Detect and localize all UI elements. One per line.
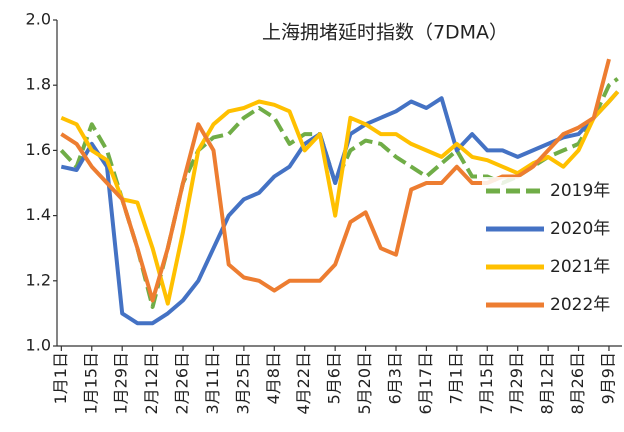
x-tick-label: 8月26日 <box>568 352 587 415</box>
x-tick-label: 2月26日 <box>173 352 192 415</box>
series-line <box>60 58 611 303</box>
x-tick-label: 5月6日 <box>325 352 344 404</box>
x-tick-label: 7月29日 <box>507 352 526 415</box>
x-tick-label: 6月17日 <box>416 352 435 415</box>
y-tick-label: 1.8 <box>26 75 51 94</box>
x-tick-label: 7月1日 <box>446 352 465 404</box>
legend-label: 2022年 <box>550 295 610 315</box>
legend-label: 2019年 <box>550 181 610 201</box>
x-tick-label: 1月15日 <box>81 352 100 415</box>
legend-label: 2020年 <box>550 219 610 239</box>
x-tick-label: 3月25日 <box>233 352 252 415</box>
x-tick-label: 8月12日 <box>538 352 557 415</box>
x-tick-label: 6月3日 <box>386 352 405 404</box>
series-line <box>60 90 620 306</box>
y-tick-label: 1.2 <box>26 270 51 289</box>
x-tick-label: 9月9日 <box>598 352 617 404</box>
y-tick-label: 1.6 <box>26 140 51 159</box>
y-tick-label: 1.0 <box>26 336 51 355</box>
x-tick-label: 1月1日 <box>51 352 70 404</box>
y-tick-label: 1.4 <box>26 205 51 224</box>
x-tick-label: 7月15日 <box>477 352 496 415</box>
x-tick-label: 5月20日 <box>355 352 374 415</box>
x-tick-label: 4月8日 <box>264 352 283 404</box>
x-tick-label: 3月11日 <box>203 352 222 415</box>
legend-bg <box>482 177 620 205</box>
x-tick-label: 2月12日 <box>142 352 161 415</box>
series-line <box>60 90 620 326</box>
x-tick-label: 4月22日 <box>294 352 313 415</box>
legend-label: 2021年 <box>550 257 610 277</box>
y-tick-label: 2.0 <box>26 10 51 29</box>
x-tick-label: 1月29日 <box>112 352 131 415</box>
chart-title: 上海拥堵延时指数（7DMA） <box>262 22 508 44</box>
